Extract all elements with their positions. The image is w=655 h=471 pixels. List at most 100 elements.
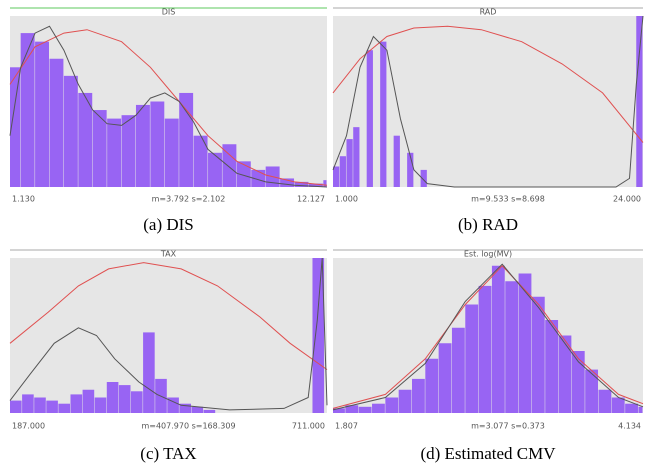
histogram-bar bbox=[203, 409, 216, 413]
histogram-bar bbox=[107, 118, 122, 187]
histogram-bar bbox=[478, 285, 492, 413]
histogram-bar bbox=[63, 75, 78, 187]
plot-area bbox=[10, 258, 327, 413]
histogram-bar bbox=[251, 169, 266, 187]
histogram-bar bbox=[625, 403, 638, 413]
histogram-bar bbox=[179, 403, 191, 413]
x-tick-label: 12.127 bbox=[297, 195, 325, 204]
stats-label: m=3.792 s=2.102 bbox=[152, 195, 226, 204]
panel-title: Est. log(MV) bbox=[464, 250, 512, 259]
histogram-bar bbox=[222, 144, 237, 187]
histogram-bar bbox=[571, 351, 585, 413]
panel-title: DIS bbox=[162, 8, 176, 17]
histogram-bar bbox=[294, 181, 309, 187]
histogram-bar bbox=[380, 41, 387, 188]
plot-area bbox=[333, 16, 643, 187]
x-tick-label: 1.807 bbox=[335, 422, 358, 431]
histogram-bar bbox=[49, 58, 64, 187]
histogram-bar bbox=[353, 127, 360, 187]
histogram-bar bbox=[94, 397, 107, 413]
histogram-bar bbox=[333, 408, 345, 413]
histogram-bar bbox=[164, 118, 179, 187]
histogram-bar bbox=[92, 110, 107, 187]
histogram-bar bbox=[179, 92, 194, 187]
stats-label: m=3.077 s=0.373 bbox=[471, 422, 545, 431]
histogram-bar bbox=[333, 166, 340, 187]
x-tick-label: 4.134 bbox=[618, 422, 641, 431]
histogram-bar bbox=[280, 178, 295, 187]
histogram-bar bbox=[531, 296, 545, 413]
histogram-bar bbox=[22, 394, 34, 413]
histogram-bar bbox=[193, 135, 208, 187]
histogram-bar bbox=[366, 50, 373, 188]
histogram-bar bbox=[420, 169, 427, 187]
histogram-bar bbox=[323, 180, 327, 187]
histogram-bar bbox=[70, 394, 83, 413]
histogram-bar bbox=[167, 397, 179, 413]
histogram-bar bbox=[638, 406, 643, 413]
histogram-bar bbox=[598, 389, 612, 413]
histogram-bar bbox=[10, 400, 22, 413]
histogram-bar bbox=[425, 358, 439, 413]
x-tick-label: 711.000 bbox=[292, 422, 325, 431]
histogram-bar bbox=[385, 397, 399, 413]
histogram-bar bbox=[491, 265, 505, 413]
stats-label: m=9.533 s=8.698 bbox=[471, 195, 545, 204]
density-curve bbox=[9, 257, 328, 411]
caption: (a) DIS bbox=[143, 215, 194, 234]
histogram-bar bbox=[339, 156, 346, 187]
x-tick-label: 24.000 bbox=[613, 195, 641, 204]
histogram-bar bbox=[308, 183, 323, 187]
histogram-bar bbox=[611, 397, 625, 413]
histogram-bar bbox=[46, 400, 58, 413]
density-curve bbox=[332, 15, 644, 188]
histogram-bar bbox=[208, 152, 222, 187]
density-curve bbox=[332, 265, 644, 409]
histogram-bar bbox=[35, 41, 49, 188]
histogram-bar bbox=[150, 101, 165, 187]
density-curve bbox=[9, 29, 328, 186]
histogram-bar bbox=[636, 16, 643, 187]
histogram-bar bbox=[10, 67, 21, 187]
panel-title: RAD bbox=[480, 8, 497, 17]
density-curve bbox=[332, 263, 644, 411]
x-tick-label: 1.130 bbox=[12, 195, 35, 204]
caption: (d) Estimated CMV bbox=[420, 444, 556, 463]
histogram-bar bbox=[545, 320, 559, 413]
histogram-bar bbox=[143, 332, 155, 413]
histogram-bar bbox=[236, 161, 251, 187]
histogram-bar bbox=[118, 385, 131, 413]
caption: (b) RAD bbox=[458, 215, 518, 234]
histogram-bar bbox=[411, 378, 425, 413]
histogram-bar bbox=[407, 152, 414, 187]
histogram-bar bbox=[346, 139, 353, 187]
histogram-bar bbox=[34, 397, 46, 413]
histogram-bar bbox=[191, 406, 204, 413]
histogram-bar bbox=[558, 335, 572, 413]
caption: (c) TAX bbox=[140, 444, 196, 463]
histogram-bar bbox=[78, 92, 93, 187]
histogram-bar bbox=[82, 389, 95, 413]
histogram-bar bbox=[358, 406, 372, 413]
histogram-bar bbox=[518, 273, 532, 413]
stats-label: m=407.970 s=168.309 bbox=[141, 422, 235, 431]
histogram-bar bbox=[393, 135, 400, 187]
x-tick-label: 187.000 bbox=[12, 422, 45, 431]
histogram-bar bbox=[58, 403, 70, 413]
density-curve bbox=[332, 25, 644, 143]
histogram-bar bbox=[135, 104, 150, 187]
histogram-bar bbox=[20, 33, 35, 187]
panel-title: TAX bbox=[160, 250, 177, 259]
histogram-bar bbox=[130, 391, 143, 413]
x-tick-label: 1.000 bbox=[335, 195, 358, 204]
density-curve bbox=[9, 262, 328, 371]
histogram-bar bbox=[121, 115, 136, 187]
histogram-bar bbox=[438, 343, 452, 413]
histogram-bar bbox=[505, 281, 519, 413]
histogram-bar bbox=[465, 304, 479, 413]
histogram-bar bbox=[345, 405, 359, 413]
histogram-bar bbox=[585, 369, 599, 413]
histogram-bar bbox=[106, 382, 119, 413]
histogram-bar bbox=[312, 258, 325, 413]
